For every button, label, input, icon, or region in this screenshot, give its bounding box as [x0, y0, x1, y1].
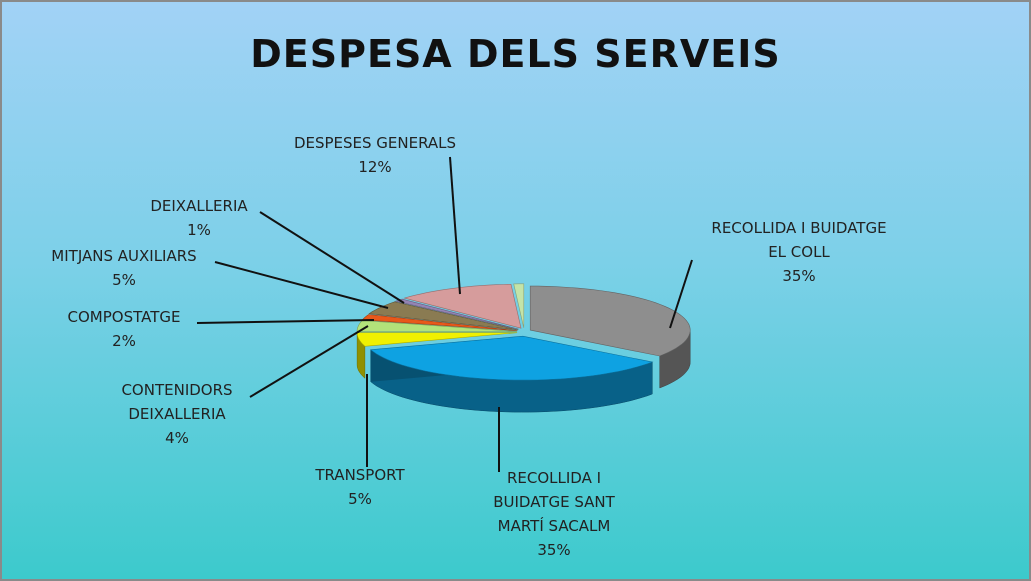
slice	[361, 314, 518, 332]
category-label: DEIXALLERIA	[150, 197, 248, 215]
slice-label: CONTENIDORS DEIXALLERIA 4%	[97, 378, 257, 450]
slice-label: DEIXALLERIA 1%	[129, 194, 269, 242]
slice	[368, 301, 519, 331]
slice	[513, 283, 525, 328]
category-label: COMPOSTATGE	[67, 308, 181, 326]
slice-label: TRANSPORT 5%	[300, 463, 420, 511]
slice	[529, 285, 691, 357]
value-label: 4%	[165, 429, 189, 447]
leader-line	[249, 325, 369, 398]
category-label: RECOLLIDA I BUIDATGE SANT MARTÍ SACALM	[493, 469, 615, 535]
value-label: 1%	[187, 221, 211, 239]
value-label: 35%	[537, 541, 571, 559]
leader-line	[196, 319, 375, 324]
value-label: 35%	[782, 267, 816, 285]
leader-line	[259, 211, 405, 304]
category-label: TRANSPORT	[315, 466, 405, 484]
value-label: 12%	[358, 158, 392, 176]
value-label: 2%	[112, 332, 136, 350]
value-label: 5%	[112, 271, 136, 289]
slice-label: DESPESES GENERALS 12%	[270, 131, 480, 179]
slice	[403, 283, 522, 329]
leader-line	[214, 261, 389, 309]
slice	[369, 335, 654, 381]
slice-label: RECOLLIDA I BUIDATGE SANT MARTÍ SACALM 35…	[469, 466, 639, 562]
category-label: MITJANS AUXILIARS	[51, 247, 197, 265]
category-label: CONTENIDORS DEIXALLERIA	[121, 381, 233, 423]
slice-label: RECOLLIDA I BUIDATGE EL COLL 35%	[704, 216, 894, 288]
category-label: RECOLLIDA I BUIDATGE EL COLL	[711, 219, 887, 261]
leader-line	[449, 156, 461, 295]
slice-label: MITJANS AUXILIARS 5%	[24, 244, 224, 292]
value-label: 5%	[348, 490, 372, 508]
slice-label: COMPOSTATGE 2%	[39, 305, 209, 353]
leader-line	[669, 259, 693, 329]
category-label: DESPESES GENERALS	[293, 134, 457, 152]
chart-title: DESPESA DELS SERVEIS	[250, 32, 781, 76]
